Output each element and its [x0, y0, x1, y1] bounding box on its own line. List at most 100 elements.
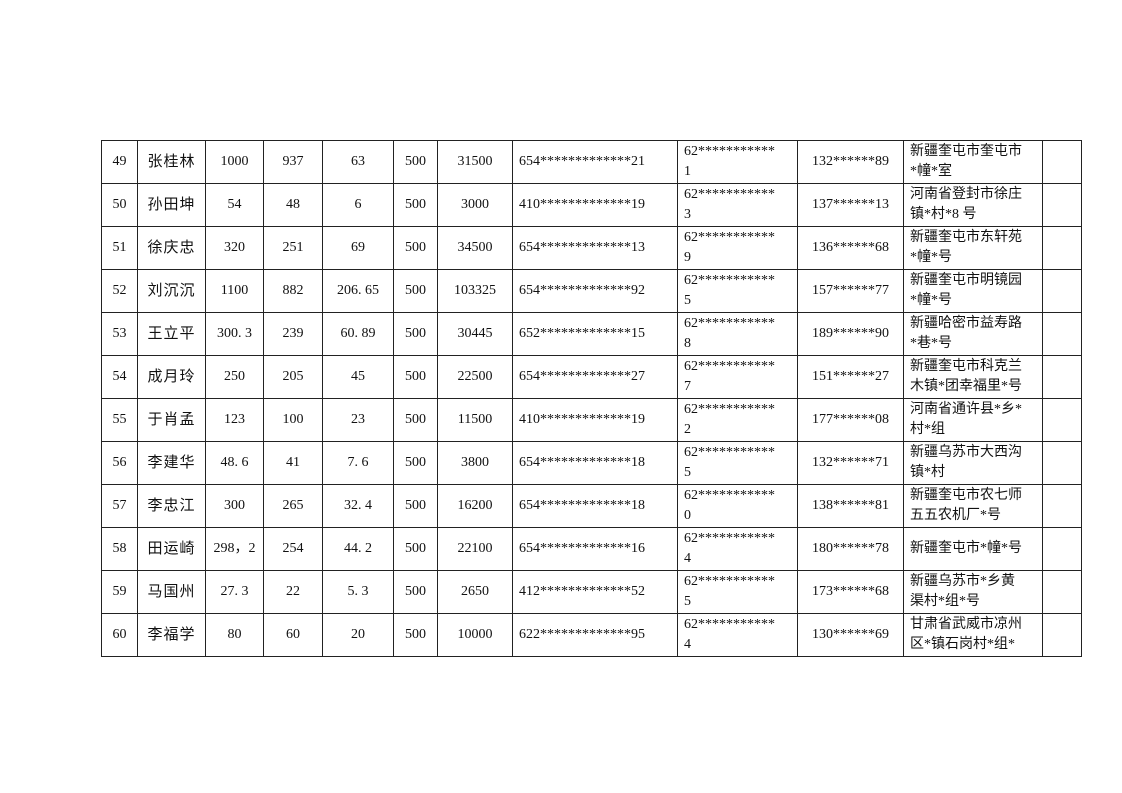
address-cell-text: 甘肃省武威市凉州区*镇石岗村*组*: [910, 617, 1022, 652]
address-cell-text: 新疆奎屯市明镜园*幢*号: [910, 273, 1022, 308]
bank-card-cell-text: 62***********5: [684, 445, 775, 480]
address-cell-text: 新疆奎屯市科克兰木镇*团幸福里*号: [910, 359, 1022, 394]
note-cell: [1042, 269, 1082, 313]
address-cell: 甘肃省武威市凉州区*镇石岗村*组*: [903, 613, 1043, 657]
address-cell: 新疆奎屯市东轩苑*幢*号: [903, 226, 1043, 270]
name-cell: 田运崎: [137, 527, 206, 571]
value-cell-1: 300: [205, 484, 264, 528]
amount-cell: 11500: [437, 398, 513, 442]
value-cell-4: 500: [393, 570, 438, 614]
value-cell-4: 500: [393, 398, 438, 442]
table-row: 52 刘沉沉 1100 882 206. 65 500 103325 654*********…: [101, 269, 1082, 313]
table-body: 49 张桂林 1000 937 63 500 31500 654*************21…: [101, 140, 1082, 657]
amount-cell: 30445: [437, 312, 513, 356]
value-cell-3: 63: [322, 140, 394, 184]
bank-card-cell: 62***********7: [677, 355, 798, 399]
value-cell-4: 500: [393, 441, 438, 485]
value-cell-4: 500: [393, 484, 438, 528]
bank-card-cell-text: 62***********7: [684, 359, 775, 394]
phone-cell: 136******68: [797, 226, 904, 270]
value-cell-2: 60: [263, 613, 323, 657]
address-cell-text: 新疆奎屯市农七师五五农机厂*号: [910, 488, 1022, 523]
value-cell-3: 7. 6: [322, 441, 394, 485]
note-cell: [1042, 355, 1082, 399]
table-row: 56 李建华 48. 6 41 7. 6 500 3800 654*************1…: [101, 441, 1082, 485]
note-cell: [1042, 613, 1082, 657]
phone-cell: 173******68: [797, 570, 904, 614]
phone-cell: 137******13: [797, 183, 904, 227]
value-cell-1: 54: [205, 183, 264, 227]
value-cell-1: 123: [205, 398, 264, 442]
address-cell-text: 河南省通许县*乡*村*组: [910, 402, 1022, 437]
value-cell-2: 22: [263, 570, 323, 614]
value-cell-2: 882: [263, 269, 323, 313]
name-cell: 成月玲: [137, 355, 206, 399]
phone-cell: 132******71: [797, 441, 904, 485]
note-cell: [1042, 527, 1082, 571]
id-number-cell: 654*************92: [512, 269, 678, 313]
note-cell: [1042, 312, 1082, 356]
id-number-cell: 410*************19: [512, 398, 678, 442]
address-cell: 新疆哈密市益寿路*巷*号: [903, 312, 1043, 356]
bank-card-cell-text: 62***********8: [684, 316, 775, 351]
value-cell-1: 48. 6: [205, 441, 264, 485]
value-cell-4: 500: [393, 269, 438, 313]
bank-card-cell-text: 62***********2: [684, 402, 775, 437]
row-number-cell: 49: [101, 140, 138, 184]
bank-card-cell: 62***********5: [677, 269, 798, 313]
name-cell: 孙田坤: [137, 183, 206, 227]
value-cell-1: 1100: [205, 269, 264, 313]
value-cell-4: 500: [393, 140, 438, 184]
phone-cell: 189******90: [797, 312, 904, 356]
amount-cell: 3800: [437, 441, 513, 485]
row-number-cell: 54: [101, 355, 138, 399]
value-cell-2: 100: [263, 398, 323, 442]
note-cell: [1042, 226, 1082, 270]
row-number-cell: 50: [101, 183, 138, 227]
value-cell-2: 205: [263, 355, 323, 399]
id-number-cell: 652*************15: [512, 312, 678, 356]
table-row: 59 马国州 27. 3 22 5. 3 500 2650 412*************5…: [101, 570, 1082, 614]
table-row: 49 张桂林 1000 937 63 500 31500 654*************21…: [101, 140, 1082, 184]
value-cell-2: 265: [263, 484, 323, 528]
value-cell-2: 937: [263, 140, 323, 184]
value-cell-3: 45: [322, 355, 394, 399]
phone-cell: 151******27: [797, 355, 904, 399]
amount-cell: 31500: [437, 140, 513, 184]
address-cell-text: 新疆奎屯市*幢*号: [910, 541, 1022, 556]
value-cell-2: 254: [263, 527, 323, 571]
bank-card-cell: 62***********0: [677, 484, 798, 528]
table-row: 60 李福学 80 60 20 500 10000 622*************95 62*…: [101, 613, 1082, 657]
value-cell-2: 41: [263, 441, 323, 485]
address-cell: 新疆奎屯市奎屯市*幢*室: [903, 140, 1043, 184]
value-cell-3: 32. 4: [322, 484, 394, 528]
table-row: 55 于肖孟 123 100 23 500 11500 410*************19 6…: [101, 398, 1082, 442]
address-cell-text: 新疆乌苏市*乡黄渠村*组*号: [910, 574, 1015, 609]
address-cell: 新疆乌苏市大西沟镇*村: [903, 441, 1043, 485]
bank-card-cell-text: 62***********5: [684, 273, 775, 308]
amount-cell: 103325: [437, 269, 513, 313]
name-cell: 李忠江: [137, 484, 206, 528]
bank-card-cell: 62***********4: [677, 527, 798, 571]
address-cell: 新疆乌苏市*乡黄渠村*组*号: [903, 570, 1043, 614]
bank-card-cell-text: 62***********1: [684, 144, 775, 179]
name-cell: 徐庆忠: [137, 226, 206, 270]
name-cell: 刘沉沉: [137, 269, 206, 313]
address-cell: 新疆奎屯市明镜园*幢*号: [903, 269, 1043, 313]
name-cell: 李建华: [137, 441, 206, 485]
amount-cell: 22100: [437, 527, 513, 571]
table-row: 57 李忠江 300 265 32. 4 500 16200 654*************…: [101, 484, 1082, 528]
bank-card-cell: 62***********8: [677, 312, 798, 356]
value-cell-4: 500: [393, 613, 438, 657]
row-number-cell: 56: [101, 441, 138, 485]
address-cell: 河南省通许县*乡*村*组: [903, 398, 1043, 442]
phone-cell: 138******81: [797, 484, 904, 528]
bank-card-cell: 62***********2: [677, 398, 798, 442]
value-cell-3: 206. 65: [322, 269, 394, 313]
table-row: 53 王立平 300. 3 239 60. 89 500 30445 652*********…: [101, 312, 1082, 356]
id-number-cell: 622*************95: [512, 613, 678, 657]
phone-cell: 180******78: [797, 527, 904, 571]
id-number-cell: 654*************18: [512, 484, 678, 528]
note-cell: [1042, 484, 1082, 528]
phone-cell: 157******77: [797, 269, 904, 313]
